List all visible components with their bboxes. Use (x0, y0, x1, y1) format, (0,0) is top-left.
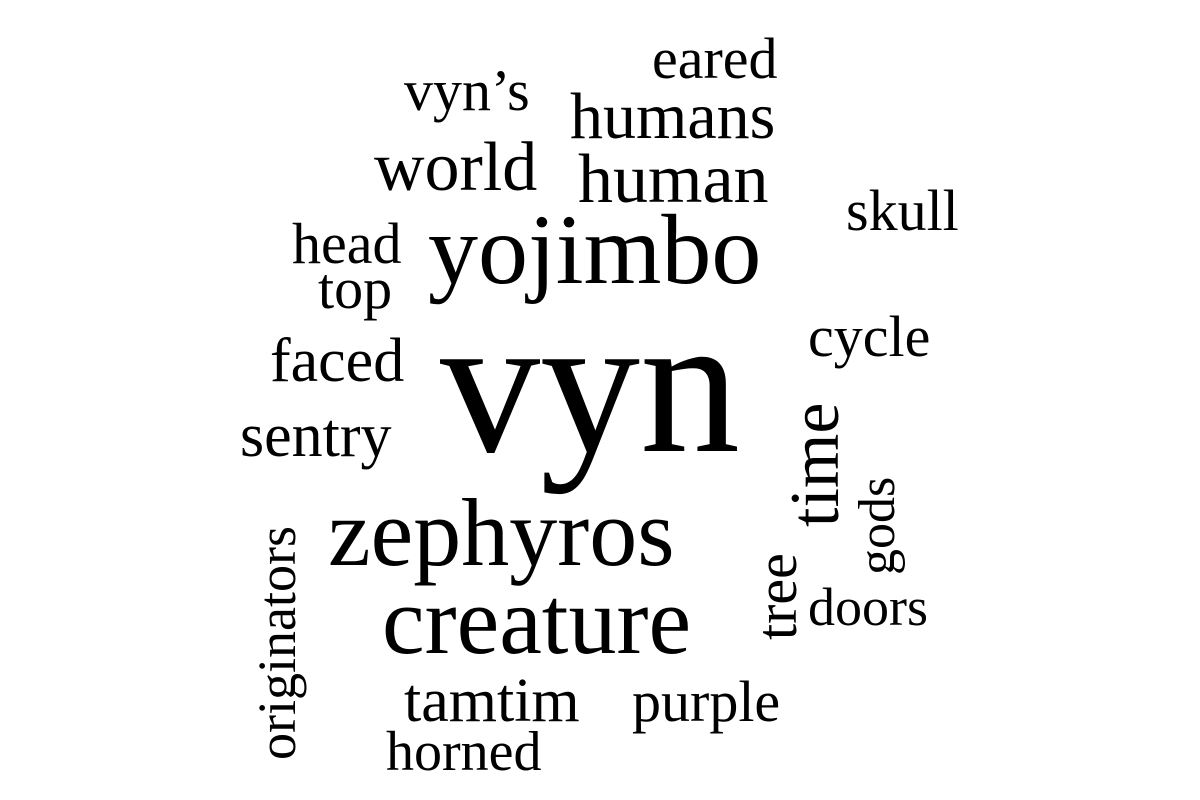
word-originators: originators (247, 526, 307, 760)
word-time: time (777, 402, 854, 527)
word-world: world (374, 129, 538, 206)
word-doors: doors (808, 577, 928, 637)
word-horned: horned (386, 721, 542, 783)
word-tree: tree (744, 553, 809, 640)
word-creature: creature (382, 567, 692, 674)
word-tamtim: tamtim (404, 667, 580, 735)
word-humans: humans (570, 80, 776, 153)
word-zephyros: zephyros (328, 479, 675, 586)
word-head: head (292, 211, 402, 276)
word-cycle: cycle (808, 304, 931, 369)
word-human: human (578, 141, 769, 218)
word-vyn: vyn (440, 274, 740, 495)
word-vyns: vyn’s (404, 58, 530, 123)
word-top: top (318, 256, 393, 321)
word-skull: skull (846, 178, 959, 243)
word-yojimbo: yojimbo (428, 194, 762, 305)
word-sentry: sentry (240, 402, 392, 470)
word-faced: faced (270, 327, 405, 395)
word-gods: gods (849, 476, 906, 575)
word-purple: purple (632, 669, 781, 734)
word-eared: eared (652, 26, 778, 91)
